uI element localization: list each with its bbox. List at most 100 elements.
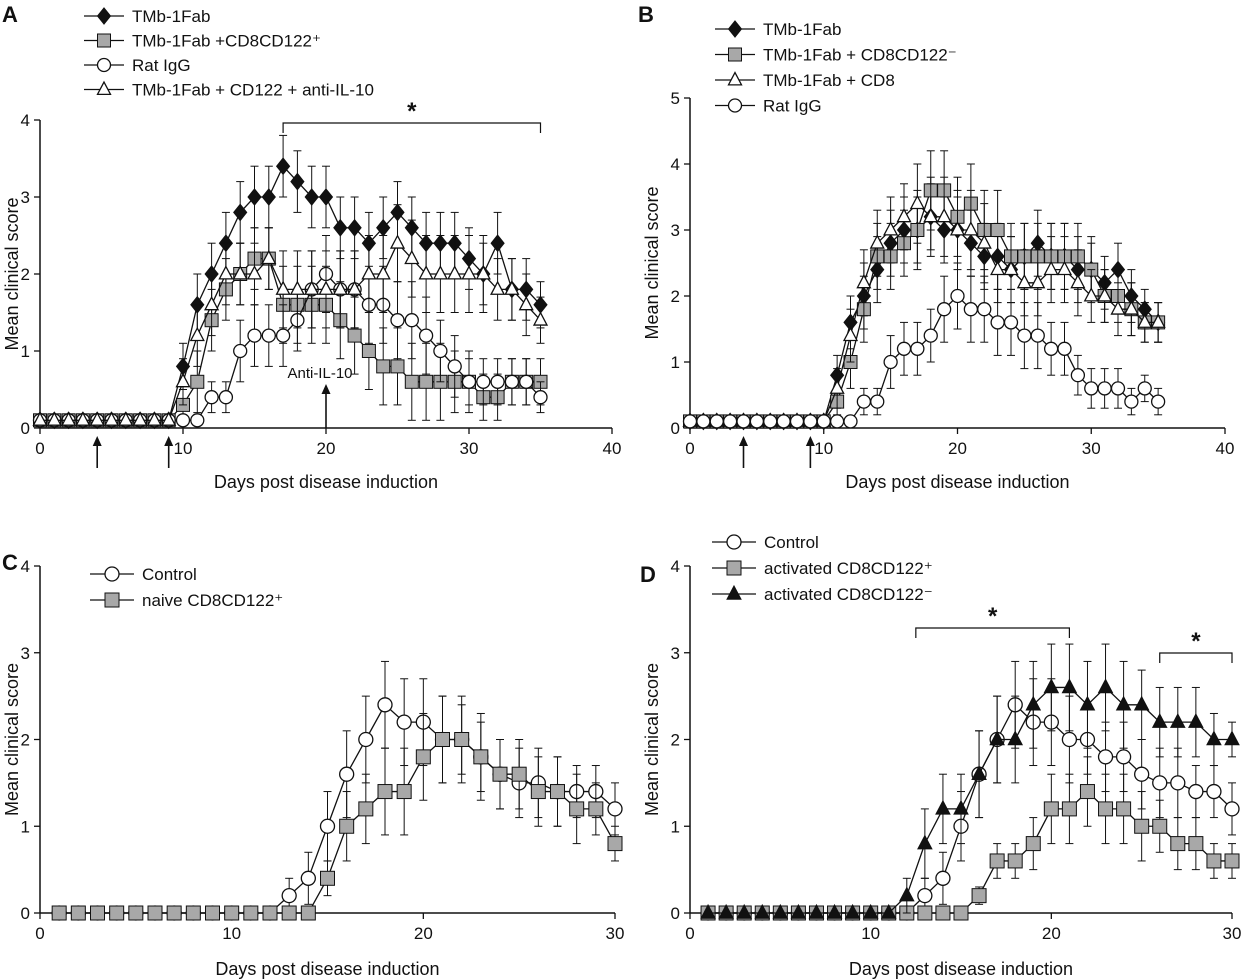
x-tick-label: 10 [222, 924, 241, 943]
data-point [396, 784, 412, 800]
data-point [361, 344, 376, 358]
data-point [607, 801, 623, 817]
x-tick-label: 0 [685, 924, 694, 943]
data-point [1150, 394, 1166, 409]
data-point [936, 207, 952, 223]
data-point [447, 265, 463, 280]
data-point [989, 730, 1005, 746]
data-point [1016, 273, 1032, 289]
data-point [923, 328, 938, 343]
data-point [175, 413, 191, 428]
y-tick-label: 0 [671, 904, 680, 923]
treatment-arrow [164, 436, 174, 468]
data-point [319, 818, 336, 834]
data-point [289, 280, 305, 295]
data-point [204, 390, 219, 405]
data-point [1115, 695, 1132, 711]
legend-item: Control [712, 533, 819, 552]
legend-marker [96, 80, 112, 96]
data-point [243, 905, 259, 921]
legend-item: Control [90, 565, 197, 584]
data-point [358, 801, 374, 817]
data-point [390, 313, 405, 328]
data-point [75, 411, 91, 426]
data-point [869, 234, 885, 249]
legend-marker [727, 71, 743, 86]
data-point [262, 905, 278, 921]
data-point [218, 390, 234, 405]
data-point [808, 903, 825, 919]
data-point [1097, 749, 1114, 765]
data-point [128, 905, 144, 921]
data-point [247, 328, 262, 343]
data-point [390, 359, 405, 374]
legend-item: TMb-1Fab [715, 20, 841, 39]
x-tick-label: 10 [861, 924, 880, 943]
data-point [829, 379, 845, 394]
data-point [1206, 730, 1222, 746]
series-line [40, 257, 541, 421]
data-point [883, 221, 899, 236]
data-point [1123, 300, 1139, 315]
data-point [856, 394, 872, 409]
legend-marker [727, 98, 743, 113]
data-point [990, 315, 1005, 330]
data-point [1057, 341, 1072, 356]
data-point [936, 302, 952, 317]
legend-item: Rat IgG [715, 97, 822, 116]
data-point [519, 374, 534, 389]
data-point [490, 280, 506, 295]
data-point [917, 905, 933, 921]
data-point [275, 157, 291, 176]
significance-bracket: * [1159, 628, 1233, 663]
data-point [910, 341, 925, 356]
data-point [205, 905, 220, 921]
y-tick-label: 0 [671, 419, 680, 438]
y-tick-label: 2 [21, 265, 30, 284]
data-point [1025, 836, 1041, 852]
data-point [1017, 328, 1032, 343]
data-point [447, 359, 462, 374]
y-tick-label: 1 [21, 817, 30, 836]
data-point [923, 207, 939, 223]
panel-c: C 0 10 20 30 0 1 2 3 4 Days post disease induction… [2, 550, 624, 979]
data-point [1188, 783, 1204, 800]
y-tick-label: 0 [21, 904, 30, 923]
data-point [1116, 801, 1132, 817]
data-point [233, 203, 248, 222]
data-point [971, 765, 987, 780]
data-point [1056, 260, 1073, 276]
data-point [1137, 381, 1152, 396]
x-axis-label: Days post disease induction [215, 959, 439, 979]
data-point [89, 411, 105, 426]
data-point [1043, 341, 1059, 356]
data-point [718, 903, 734, 919]
legend-label: Control [764, 533, 819, 552]
x-tick-label: 30 [460, 439, 479, 458]
data-point [1097, 287, 1113, 302]
data-point [935, 870, 951, 886]
data-point [803, 414, 818, 429]
x-tick-label: 20 [1042, 924, 1061, 943]
legend-item: TMb-1Fab +CD8CD122⁺ [84, 32, 321, 51]
data-point [347, 280, 363, 295]
data-point [816, 414, 831, 429]
arrow-label: Anti-IL-10 [287, 365, 352, 382]
data-point [1115, 749, 1132, 765]
data-point [950, 288, 965, 304]
data-point [826, 903, 843, 919]
significance-star: * [407, 98, 417, 125]
data-point [232, 265, 248, 280]
y-tick-label: 2 [21, 731, 30, 750]
data-point [304, 188, 319, 206]
data-point [1224, 853, 1240, 869]
legend-marker [96, 7, 112, 25]
data-point [1134, 818, 1150, 834]
panel-letter: B [638, 2, 654, 27]
treatment-arrow [805, 436, 815, 468]
data-point [789, 414, 805, 429]
y-tick-label: 3 [671, 221, 680, 240]
x-axis-label: Days post disease induction [849, 959, 1073, 979]
data-point [358, 731, 374, 748]
